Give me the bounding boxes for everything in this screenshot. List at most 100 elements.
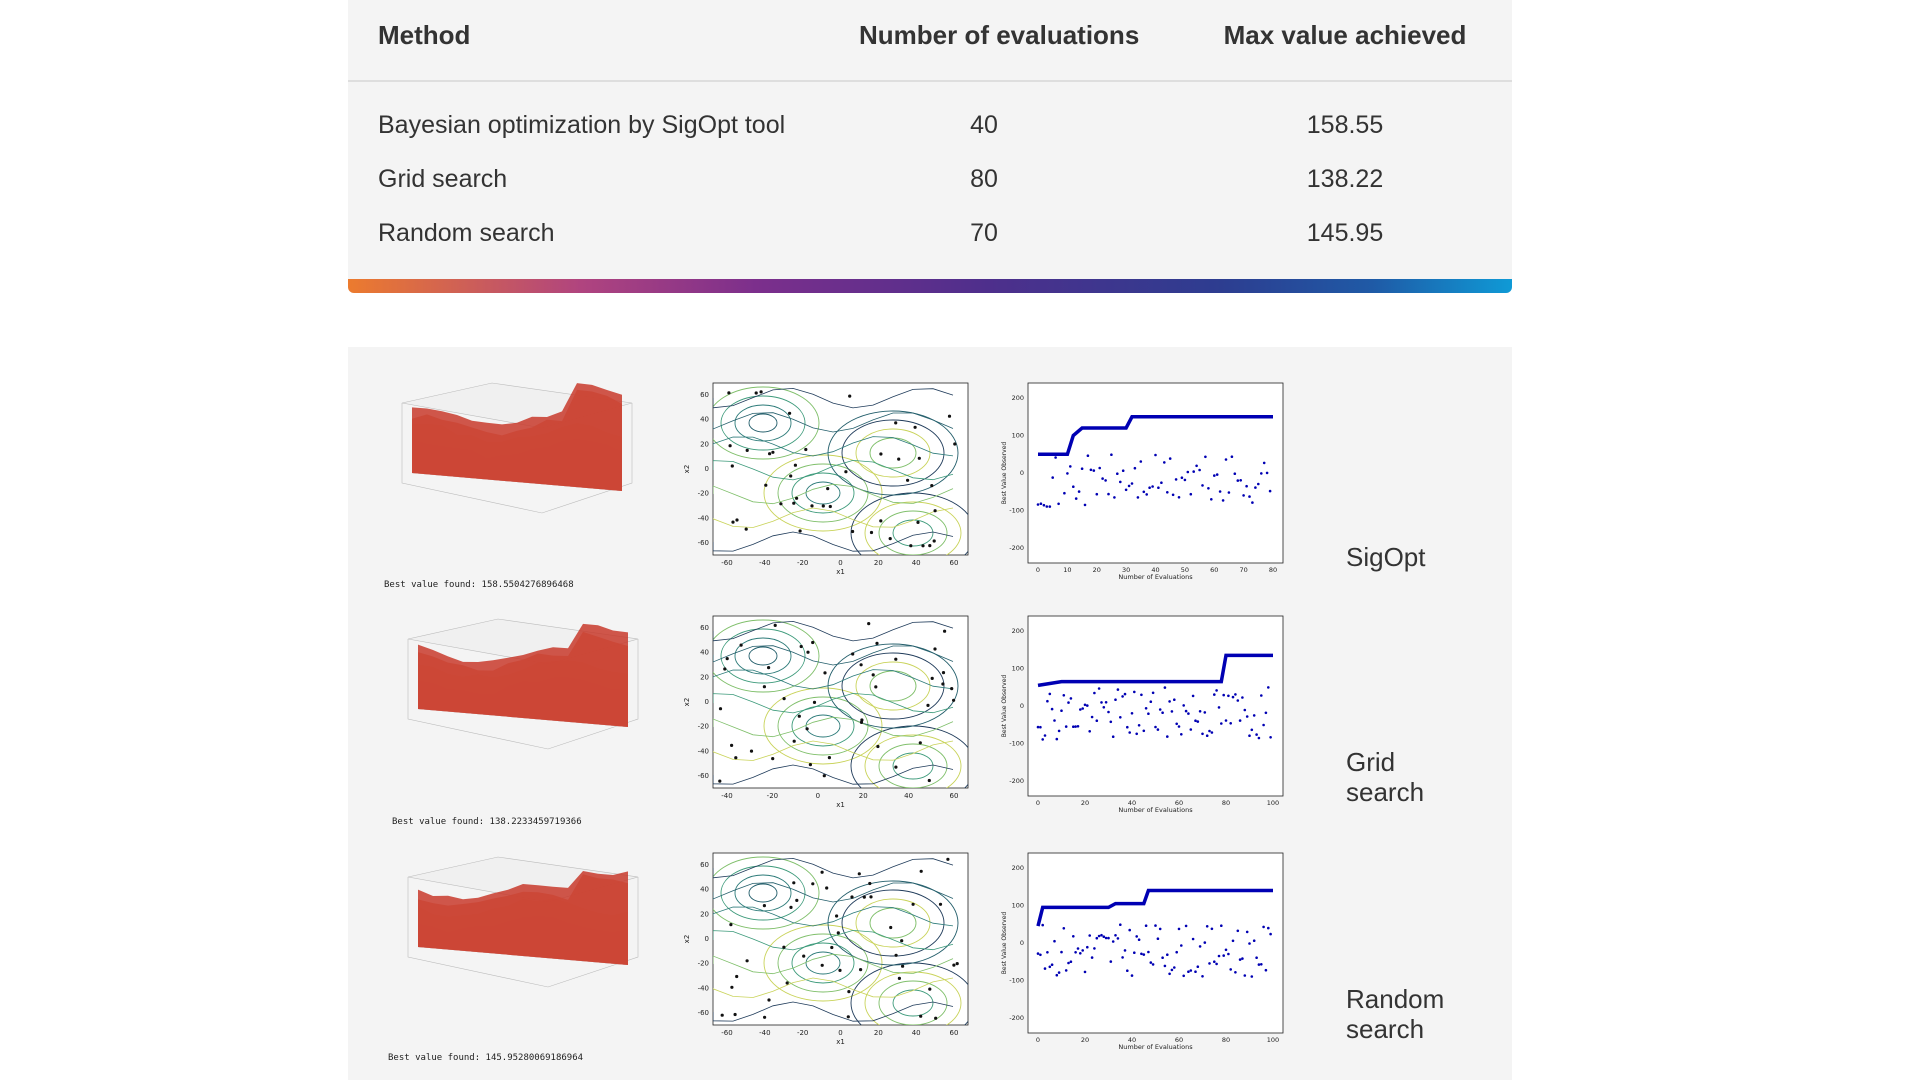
y-tick-label: 100 — [1012, 665, 1024, 673]
table-row: Grid search 80 138.22 — [348, 153, 1512, 207]
contour-line — [805, 714, 841, 738]
x-tick-label: 60 — [950, 792, 959, 800]
evaluation-point — [1083, 703, 1087, 707]
evaluation-point — [1267, 926, 1270, 930]
contour-sample-point — [799, 644, 803, 649]
y-tick-label: 60 — [700, 624, 709, 632]
surface-band — [418, 623, 628, 727]
evaluation-point — [1101, 477, 1104, 480]
evaluation-point — [1050, 707, 1054, 711]
contour-sample-point — [768, 452, 772, 456]
contour-line — [713, 856, 820, 930]
cell-method: Bayesian optimization by SigOpt tool — [378, 111, 786, 139]
evaluation-point — [1208, 962, 1211, 965]
contour-line — [713, 645, 954, 666]
contour-sample-point — [729, 923, 733, 927]
evaluation-point — [1220, 722, 1223, 725]
evaluation-point — [1093, 947, 1096, 950]
evaluation-point — [1041, 923, 1044, 927]
contour-plot: -40 -20 0 20 40 60 60 40 20 0 -20 -40 -60 x1 x2 — [683, 612, 973, 812]
contour-line — [713, 412, 954, 433]
evaluation-point — [1187, 712, 1190, 715]
contour-line — [748, 413, 778, 433]
evaluation-point — [1076, 725, 1080, 728]
contour-sample-point — [773, 623, 777, 627]
method-label-line: search — [1346, 1014, 1425, 1044]
evaluation-point — [1198, 945, 1202, 948]
contour-sample-point — [828, 504, 832, 509]
evaluation-point — [1242, 494, 1245, 497]
contour-sample-point — [844, 470, 848, 474]
x-tick-label: -20 — [797, 559, 808, 567]
contour-sample-point — [875, 641, 879, 645]
evaluation-point — [1142, 490, 1146, 494]
history-plot: 0 20 40 60 80 100 200 100 0 -100 -200 Number of Eva… — [998, 612, 1288, 814]
evaluation-point — [1039, 725, 1042, 729]
x-tick-label: 20 — [1081, 1036, 1089, 1044]
x-tick-label: 10 — [1063, 566, 1071, 574]
evaluation-point — [1255, 733, 1258, 736]
evaluation-point — [1074, 951, 1077, 954]
evaluation-point — [1184, 709, 1188, 713]
contour-sample-point — [718, 779, 722, 783]
evaluation-point — [1057, 729, 1061, 733]
y-tick-label: 60 — [700, 391, 709, 399]
contour-sample-point — [826, 487, 830, 491]
surface-plot-image — [407, 618, 639, 750]
evaluation-point — [1069, 960, 1073, 963]
header-evaluations: Number of evaluations — [859, 20, 1140, 50]
evaluation-point — [1166, 735, 1169, 738]
evaluation-point — [1100, 701, 1103, 704]
evaluation-point — [1250, 728, 1254, 732]
evaluation-point — [1057, 502, 1060, 506]
contour-sample-point — [797, 714, 801, 718]
contour-line — [713, 436, 954, 457]
evaluation-point — [1168, 972, 1171, 976]
evaluation-point — [1196, 720, 1200, 723]
evaluation-point — [1086, 704, 1089, 707]
evaluation-point — [1161, 711, 1164, 714]
x-tick-label: 20 — [874, 1029, 883, 1037]
y-tick-label: 100 — [1012, 902, 1024, 910]
x-tick-label: 20 — [1093, 566, 1101, 574]
evaluation-point — [1100, 933, 1103, 937]
contour-line — [713, 857, 954, 879]
evaluation-point — [1126, 969, 1129, 972]
contour-line — [720, 865, 806, 921]
evaluation-point — [1113, 496, 1116, 499]
contour-sample-point — [869, 895, 873, 899]
contour-sample-point — [811, 640, 815, 645]
evaluation-point — [1079, 952, 1082, 955]
evaluation-point — [1238, 719, 1242, 722]
evaluation-point — [1051, 476, 1054, 479]
contour-sample-point — [733, 1012, 737, 1017]
y-tick-label: 20 — [700, 673, 709, 681]
evaluation-point — [1173, 698, 1176, 701]
evaluation-point — [1149, 961, 1153, 964]
evaluation-point — [1217, 706, 1221, 709]
y-tick-label: -20 — [698, 960, 709, 968]
evaluation-point — [1220, 924, 1223, 927]
evaluation-point — [1198, 710, 1202, 713]
evaluation-point — [1189, 492, 1193, 496]
contour-sample-point — [745, 448, 749, 452]
evaluation-point — [1048, 692, 1052, 696]
evaluation-point — [1262, 723, 1265, 727]
contour-sample-point — [897, 976, 901, 980]
y-tick-label: 200 — [1012, 864, 1024, 872]
evaluation-point — [1177, 725, 1181, 728]
x-tick-label: 70 — [1239, 566, 1247, 574]
contour-sample-point — [731, 520, 735, 524]
contour-sample-point — [879, 452, 883, 456]
contour-line — [763, 454, 883, 532]
evaluation-point — [1229, 968, 1232, 971]
contour-sample-point — [941, 671, 946, 675]
evaluation-point — [1255, 956, 1258, 959]
evaluation-point — [1269, 932, 1272, 936]
contour-plot-svg: -60 -40 -20 0 20 40 60 60 40 20 0 -20 -40 -60 x1 x2 — [683, 852, 969, 1046]
best-value-line — [1037, 653, 1273, 688]
evaluation-point — [1213, 693, 1216, 696]
contour-line — [713, 669, 954, 690]
evaluation-point — [1055, 737, 1059, 741]
evaluation-point — [1234, 693, 1237, 696]
